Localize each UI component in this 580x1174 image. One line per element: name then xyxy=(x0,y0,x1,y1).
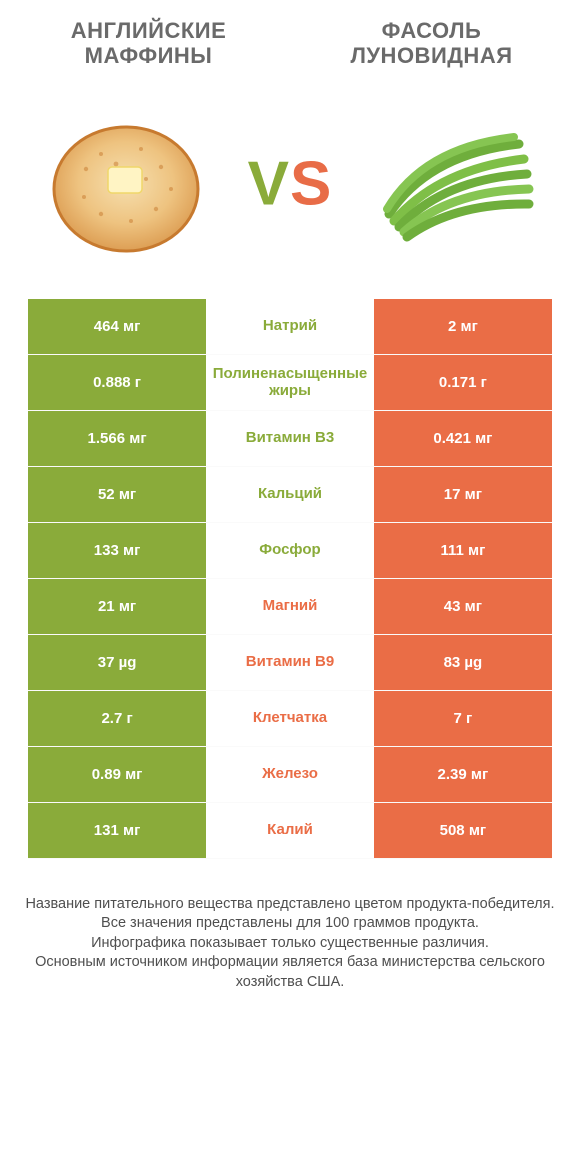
nutrient-row: 464 мгНатрий2 мг xyxy=(28,299,552,355)
food-image-left xyxy=(36,109,216,259)
nutrient-row: 0.89 мгЖелезо2.39 мг xyxy=(28,747,552,803)
value-left: 21 мг xyxy=(28,579,206,634)
value-right: 17 мг xyxy=(374,467,552,522)
footer-line: Все значения представлены для 100 граммо… xyxy=(20,914,560,934)
vs-s: S xyxy=(290,149,332,218)
vs-label: VS xyxy=(248,148,333,219)
footer-line: Название питательного вещества представл… xyxy=(20,895,560,915)
nutrient-row: 37 µgВитамин B983 µg xyxy=(28,635,552,691)
title-right: Фасоль луновидная xyxy=(311,18,552,69)
nutrient-row: 52 мгКальций17 мг xyxy=(28,467,552,523)
nutrient-table: 464 мгНатрий2 мг0.888 гПолиненасыщенные … xyxy=(0,299,580,859)
value-left: 0.89 мг xyxy=(28,747,206,802)
nutrient-row: 1.566 мгВитамин B30.421 мг xyxy=(28,411,552,467)
nutrient-name: Кальций xyxy=(206,467,374,522)
value-left: 464 мг xyxy=(28,299,206,354)
nutrient-row: 21 мгМагний43 мг xyxy=(28,579,552,635)
nutrient-name: Натрий xyxy=(206,299,374,354)
value-right: 43 мг xyxy=(374,579,552,634)
nutrient-row: 2.7 гКлетчатка7 г xyxy=(28,691,552,747)
value-left: 133 мг xyxy=(28,523,206,578)
nutrient-name: Магний xyxy=(206,579,374,634)
value-right: 0.171 г xyxy=(374,355,552,410)
value-left: 0.888 г xyxy=(28,355,206,410)
value-left: 2.7 г xyxy=(28,691,206,746)
footer-line: Инфографика показывает только существенн… xyxy=(20,934,560,954)
vs-v: V xyxy=(248,149,290,218)
nutrient-row: 133 мгФосфор111 мг xyxy=(28,523,552,579)
footer-notes: Название питательного вещества представл… xyxy=(0,859,580,993)
value-left: 52 мг xyxy=(28,467,206,522)
value-right: 7 г xyxy=(374,691,552,746)
nutrient-name: Калий xyxy=(206,803,374,858)
nutrient-row: 131 мгКалий508 мг xyxy=(28,803,552,859)
value-right: 2 мг xyxy=(374,299,552,354)
value-right: 2.39 мг xyxy=(374,747,552,802)
food-image-right xyxy=(364,109,544,259)
nutrient-name: Витамин B3 xyxy=(206,411,374,466)
title-left: Английские маффины xyxy=(28,18,269,69)
nutrient-name: Витамин B9 xyxy=(206,635,374,690)
value-left: 37 µg xyxy=(28,635,206,690)
value-left: 1.566 мг xyxy=(28,411,206,466)
nutrient-name: Фосфор xyxy=(206,523,374,578)
footer-line: Основным источником информации является … xyxy=(20,953,560,992)
value-right: 83 µg xyxy=(374,635,552,690)
nutrient-name: Полиненасыщенные жиры xyxy=(206,355,374,410)
value-right: 111 мг xyxy=(374,523,552,578)
value-right: 508 мг xyxy=(374,803,552,858)
value-left: 131 мг xyxy=(28,803,206,858)
nutrient-row: 0.888 гПолиненасыщенные жиры0.171 г xyxy=(28,355,552,411)
nutrient-name: Железо xyxy=(206,747,374,802)
nutrient-name: Клетчатка xyxy=(206,691,374,746)
value-right: 0.421 мг xyxy=(374,411,552,466)
